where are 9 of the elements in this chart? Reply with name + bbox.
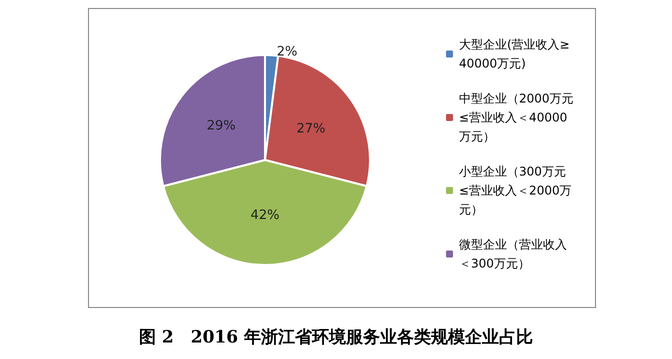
legend-label: 小型企业（300万元≤营业收入＜2000万元） xyxy=(459,164,572,216)
legend-label: 大型企业(营业收入≥40000万元) xyxy=(459,38,570,70)
data-label: 29% xyxy=(206,118,236,134)
legend-label: 中型企业（2000万元≤营业收入＜40000万元） xyxy=(459,92,574,144)
data-label: 27% xyxy=(296,121,326,136)
data-label: 42% xyxy=(250,208,280,223)
text: 图 2 2016 年浙江省环境服务业各类规模企业占比 xyxy=(139,328,533,348)
legend-label: 微型企业（营业收入＜300万元） xyxy=(459,238,567,270)
data-label: 2% xyxy=(276,44,298,60)
